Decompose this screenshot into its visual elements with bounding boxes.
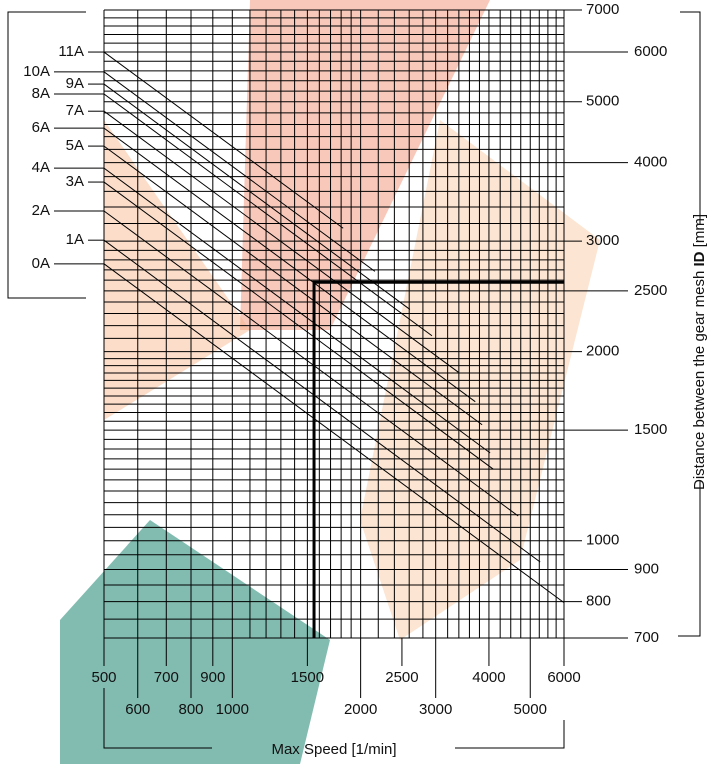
- series-line: [103, 93, 433, 337]
- x-tick-label: 4000: [472, 669, 505, 686]
- x-axis-title: Max Speed [1/min]: [271, 741, 396, 758]
- bracket: [680, 11, 701, 225]
- watermark: [240, 0, 490, 330]
- y-axis-symbol: ID: [691, 251, 708, 266]
- y-tick-label: 7000: [586, 1, 619, 18]
- series-line: [103, 239, 541, 563]
- y-tick-label: 2500: [634, 282, 667, 299]
- watermark: [60, 520, 330, 764]
- series-line: [103, 71, 376, 272]
- series-label: 7A: [66, 102, 84, 119]
- x-tick-label: 5000: [514, 701, 547, 718]
- x-tick-label: 500: [91, 669, 116, 686]
- series-label: 3A: [66, 173, 84, 190]
- bracket: [678, 480, 701, 637]
- x-tick-label: 800: [178, 701, 203, 718]
- x-tick-label: 900: [200, 669, 225, 686]
- x-tick-label: 2500: [385, 669, 418, 686]
- x-tick-label: 2000: [344, 701, 377, 718]
- series-label: 0A: [32, 255, 50, 272]
- x-tick-label: 600: [125, 701, 150, 718]
- series-label: 11A: [58, 43, 84, 60]
- y-tick-label: 1500: [634, 421, 667, 438]
- y-tick-label: 800: [586, 593, 611, 610]
- series-line: [103, 263, 565, 604]
- series-label: 5A: [66, 137, 84, 154]
- labels: 5006007008009001000150020002500300040005…: [23, 1, 667, 718]
- y-axis-unit: [mm]: [691, 214, 708, 247]
- series-line: [103, 167, 491, 454]
- series-label: 9A: [66, 75, 84, 92]
- series-label: 10A: [23, 63, 50, 80]
- series-label: 1A: [66, 231, 84, 248]
- lines: [103, 51, 565, 638]
- y-tick-label: 1000: [586, 532, 619, 549]
- series-line: [103, 110, 459, 373]
- y-tick-label: 4000: [634, 154, 667, 171]
- series-line: [103, 127, 476, 403]
- series-line: [103, 51, 344, 229]
- y-axis-title: Distance between the gear mesh ID [mm]: [691, 214, 708, 490]
- y-tick-label: 6000: [634, 43, 667, 60]
- series-line: [103, 181, 494, 470]
- y-tick-label: 700: [634, 629, 659, 646]
- series-label: 6A: [32, 119, 50, 136]
- x-tick-label: 1500: [291, 669, 324, 686]
- y-tick-label: 5000: [586, 93, 619, 110]
- y-axis-title-text: Distance between the gear mesh: [691, 271, 708, 490]
- series-line: [103, 210, 519, 517]
- y-tick-label: 3000: [586, 232, 619, 249]
- y-tick-label: 900: [634, 560, 659, 577]
- series-line: [103, 83, 411, 310]
- series-line: [103, 145, 483, 426]
- bracket: [103, 688, 212, 749]
- bracket: [455, 720, 565, 749]
- x-tick-label: 3000: [419, 701, 452, 718]
- x-tick-label: 700: [154, 669, 179, 686]
- bracket: [7, 11, 86, 299]
- series-label: 2A: [32, 202, 50, 219]
- y-tick-label: 2000: [586, 343, 619, 360]
- x-tick-label: 6000: [547, 669, 580, 686]
- example-line: [312, 280, 564, 638]
- series-label: 4A: [32, 159, 50, 176]
- series-label: 8A: [32, 85, 50, 102]
- x-tick-label: 1000: [216, 701, 249, 718]
